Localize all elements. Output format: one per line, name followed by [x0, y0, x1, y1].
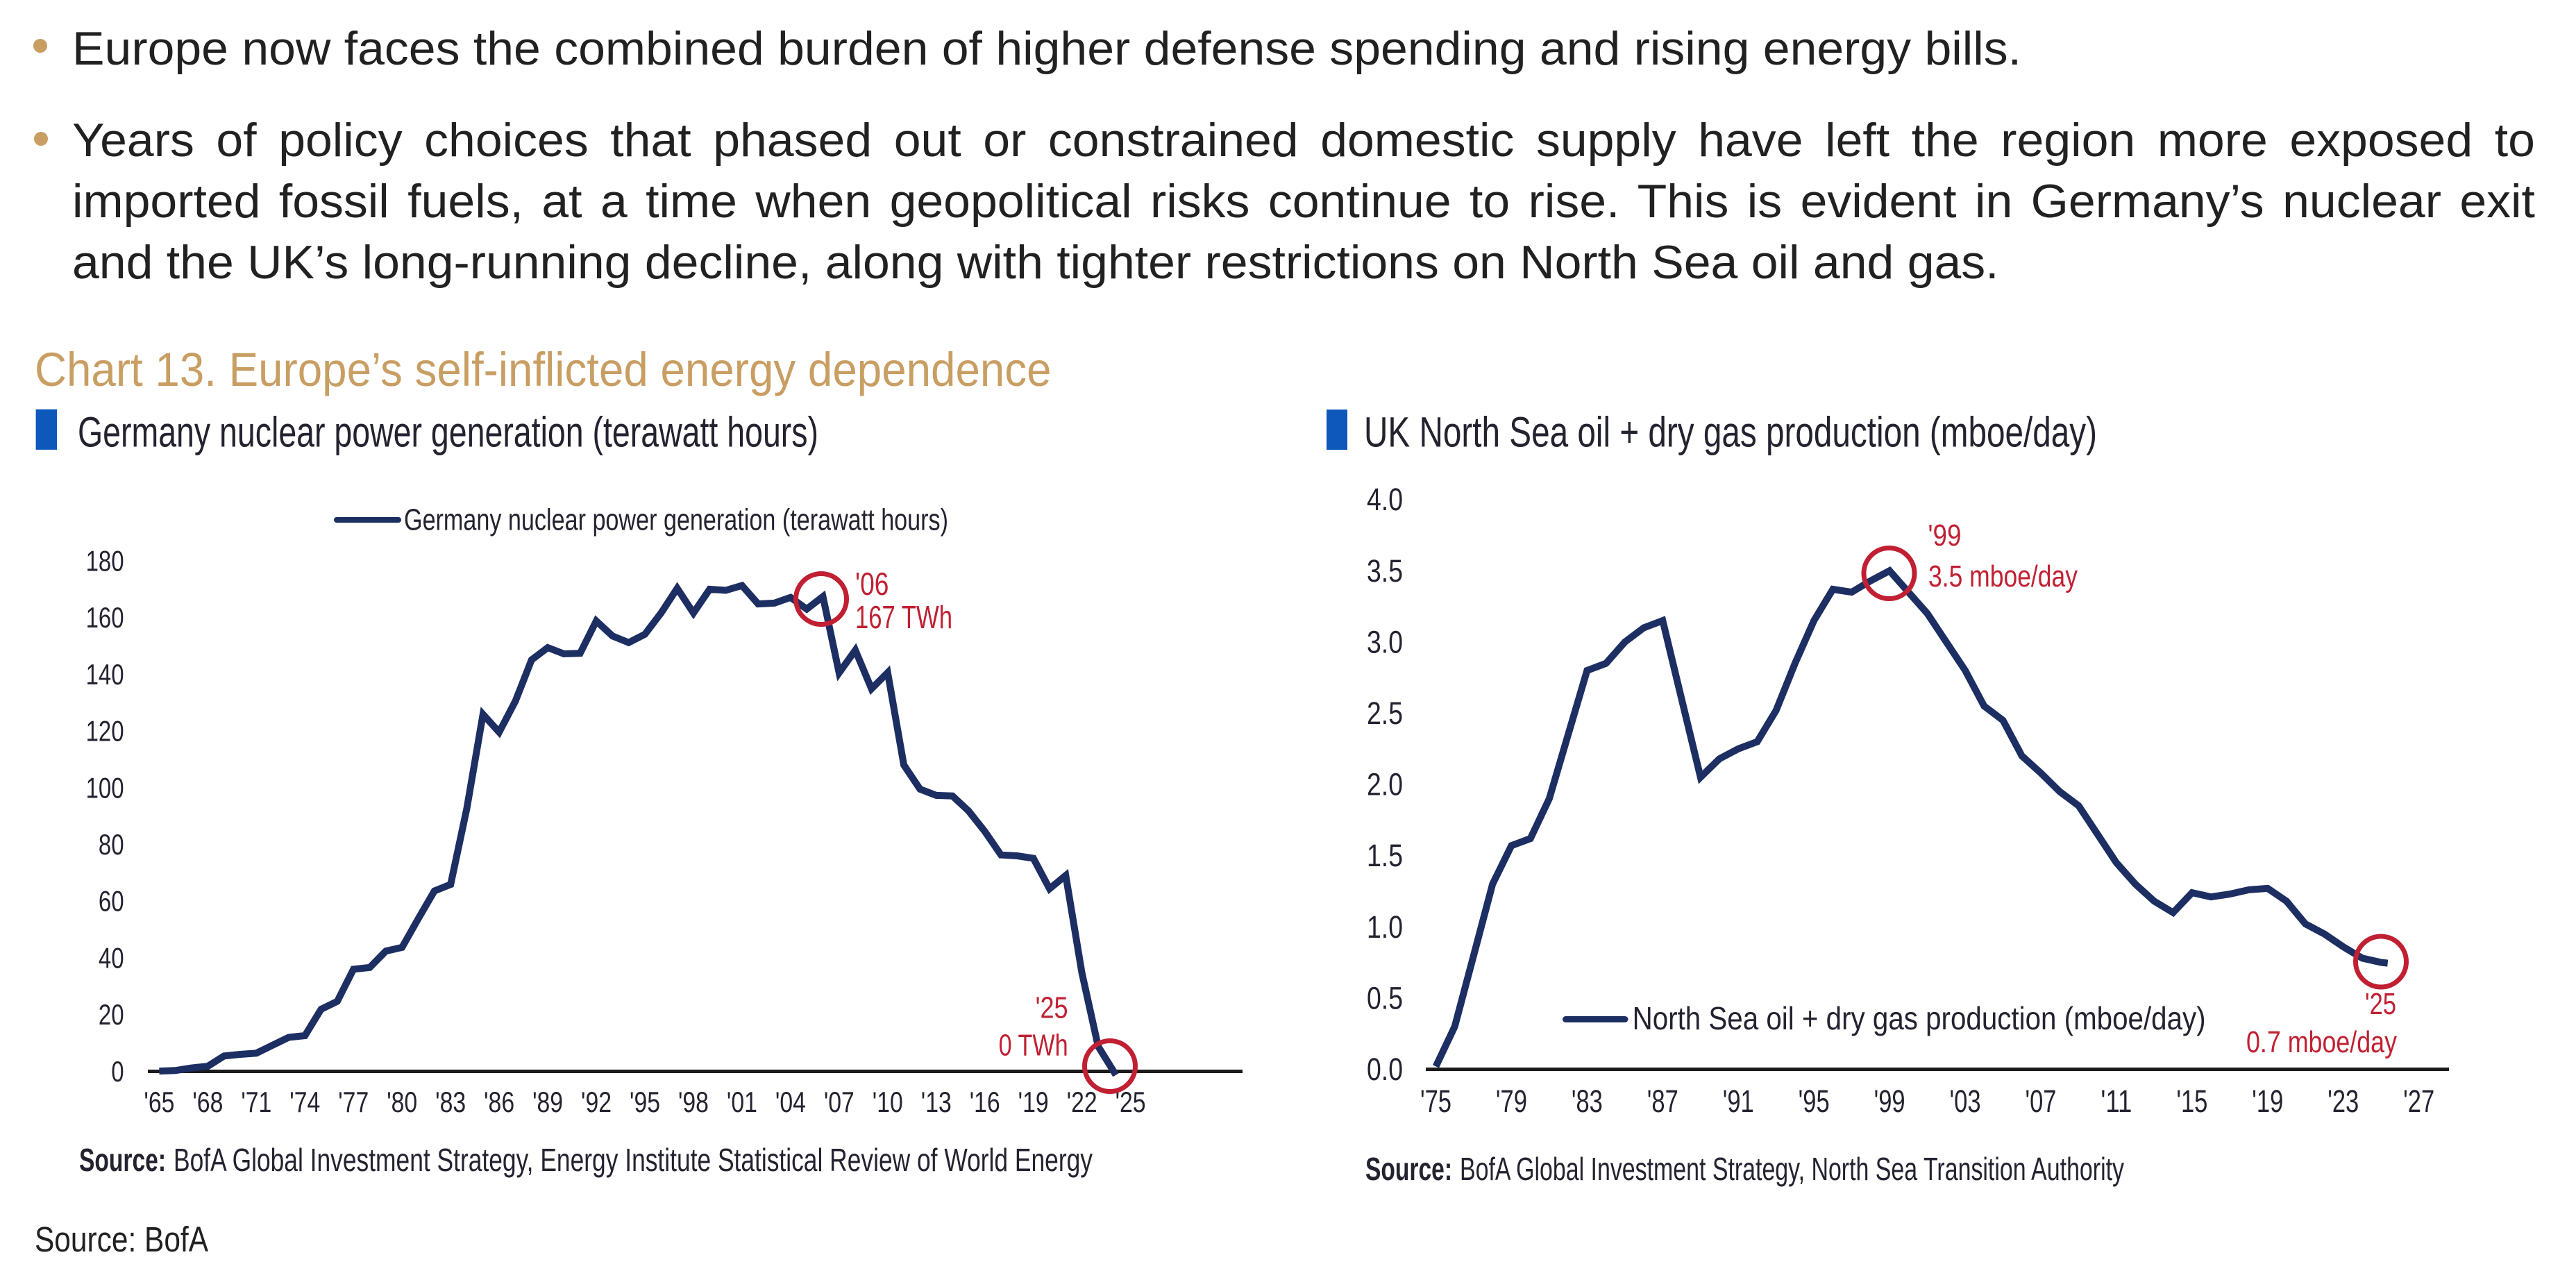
- svg-text:'27: '27: [2403, 1084, 2434, 1119]
- svg-text:0: 0: [111, 1055, 124, 1088]
- svg-text:'13: '13: [921, 1086, 952, 1118]
- svg-text:180: 180: [86, 544, 124, 577]
- svg-text:'06: '06: [855, 566, 889, 602]
- svg-text:'25: '25: [2365, 987, 2396, 1021]
- svg-text:'99: '99: [1928, 519, 1962, 553]
- svg-text:BofA Global Investment Strateg: BofA Global Investment Strategy, North S…: [1460, 1151, 2124, 1187]
- svg-text:'15: '15: [2176, 1084, 2207, 1119]
- svg-text:'74: '74: [289, 1086, 320, 1118]
- svg-text:'11: '11: [2101, 1084, 2132, 1119]
- svg-text:'16: '16: [970, 1086, 1000, 1118]
- svg-text:UK North Sea oil + dry gas pro: UK North Sea oil + dry gas production (m…: [1364, 409, 2097, 456]
- svg-text:2.5: 2.5: [1367, 695, 1403, 731]
- svg-text:'04: '04: [775, 1086, 806, 1118]
- svg-text:1.0: 1.0: [1367, 909, 1403, 945]
- svg-text:Source:: Source:: [1365, 1151, 1452, 1187]
- svg-text:'07: '07: [824, 1086, 855, 1118]
- svg-text:3.0: 3.0: [1367, 624, 1403, 659]
- svg-text:'19: '19: [2252, 1084, 2283, 1119]
- svg-text:0 TWh: 0 TWh: [999, 1029, 1068, 1063]
- svg-text:'10: '10: [873, 1086, 903, 1118]
- svg-text:1.5: 1.5: [1367, 838, 1403, 873]
- svg-text:'22: '22: [1067, 1086, 1097, 1118]
- svg-text:'95: '95: [630, 1086, 660, 1118]
- svg-text:3.5 mboe/day: 3.5 mboe/day: [1928, 559, 2078, 593]
- svg-text:160: 160: [86, 601, 124, 634]
- svg-text:20: 20: [99, 998, 124, 1031]
- svg-text:'80: '80: [387, 1086, 417, 1118]
- svg-text:'77: '77: [338, 1086, 369, 1118]
- svg-text:'99: '99: [1874, 1084, 1905, 1119]
- svg-text:2.0: 2.0: [1367, 767, 1403, 802]
- svg-text:'25: '25: [1036, 991, 1068, 1025]
- svg-text:3.5: 3.5: [1367, 553, 1403, 589]
- svg-text:'68: '68: [192, 1086, 223, 1118]
- svg-text:60: 60: [99, 885, 124, 918]
- svg-text:'07: '07: [2025, 1084, 2056, 1119]
- svg-text:4.0: 4.0: [1367, 482, 1403, 517]
- svg-text:'01: '01: [727, 1086, 757, 1118]
- svg-text:'75: '75: [1420, 1084, 1451, 1119]
- svg-text:0.7 mboe/day: 0.7 mboe/day: [2246, 1025, 2397, 1059]
- svg-text:North Sea oil + dry gas produc: North Sea oil + dry gas production (mboe…: [1633, 1000, 2206, 1036]
- svg-text:'86: '86: [484, 1086, 514, 1118]
- svg-text:'19: '19: [1018, 1086, 1049, 1118]
- svg-text:167 TWh: 167 TWh: [855, 599, 952, 635]
- svg-text:'91: '91: [1723, 1084, 1754, 1119]
- svg-text:'98: '98: [678, 1086, 709, 1118]
- svg-text:'71: '71: [241, 1086, 271, 1118]
- svg-text:'83: '83: [435, 1086, 466, 1118]
- svg-text:100: 100: [86, 771, 124, 804]
- svg-text:140: 140: [86, 658, 124, 691]
- svg-text:Germany nuclear power generati: Germany nuclear power generation (terawa…: [78, 409, 818, 456]
- svg-text:120: 120: [86, 715, 124, 748]
- svg-text:'87: '87: [1647, 1084, 1678, 1119]
- svg-text:'65: '65: [144, 1086, 174, 1118]
- svg-text:'79: '79: [1496, 1084, 1527, 1119]
- svg-text:80: 80: [99, 828, 124, 861]
- svg-text:'95: '95: [1799, 1084, 1830, 1119]
- svg-text:'89: '89: [532, 1086, 563, 1118]
- svg-text:'83: '83: [1572, 1084, 1603, 1119]
- svg-text:Source:: Source:: [79, 1142, 166, 1178]
- svg-text:'92: '92: [581, 1086, 612, 1118]
- svg-text:0.0: 0.0: [1367, 1052, 1403, 1087]
- svg-text:'03: '03: [1950, 1084, 1981, 1119]
- svg-text:BofA Global Investment Strateg: BofA Global Investment Strategy, Energy …: [174, 1142, 1093, 1178]
- svg-text:0.5: 0.5: [1367, 980, 1403, 1015]
- svg-text:'23: '23: [2327, 1084, 2359, 1119]
- svg-text:Germany nuclear power generati: Germany nuclear power generation (terawa…: [404, 503, 948, 537]
- svg-text:40: 40: [99, 941, 124, 974]
